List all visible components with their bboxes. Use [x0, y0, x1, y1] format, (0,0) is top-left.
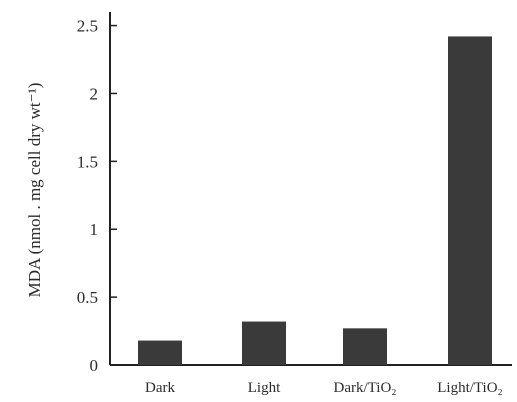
y-tick-label: 1.5: [77, 152, 98, 171]
y-tick-label: 2: [90, 84, 99, 103]
bars: [138, 36, 492, 365]
bar-2: [242, 321, 286, 365]
y-tick-label: 0.5: [77, 288, 98, 307]
y-axis-title: MDA (nmol . mg cell dry wt⁻¹): [25, 83, 44, 298]
x-category-label: Dark: [145, 380, 175, 396]
x-category-label: Light/TiO₂: [437, 380, 503, 396]
y-tick-label: 2.5: [77, 17, 98, 36]
bar-4: [448, 36, 492, 365]
y-tick-label: 1: [90, 220, 99, 239]
x-category-label: Dark/TiO₂: [333, 380, 396, 396]
x-labels: Dark Light Dark/TiO₂ Light/TiO₂: [145, 380, 503, 396]
bar-1: [138, 340, 182, 365]
y-tick-label: 0: [90, 356, 99, 375]
bar-3: [343, 328, 387, 365]
x-category-label: Light: [248, 380, 281, 396]
y-ticks: 0 0.5 1 1.5 2 2.5: [77, 17, 117, 375]
